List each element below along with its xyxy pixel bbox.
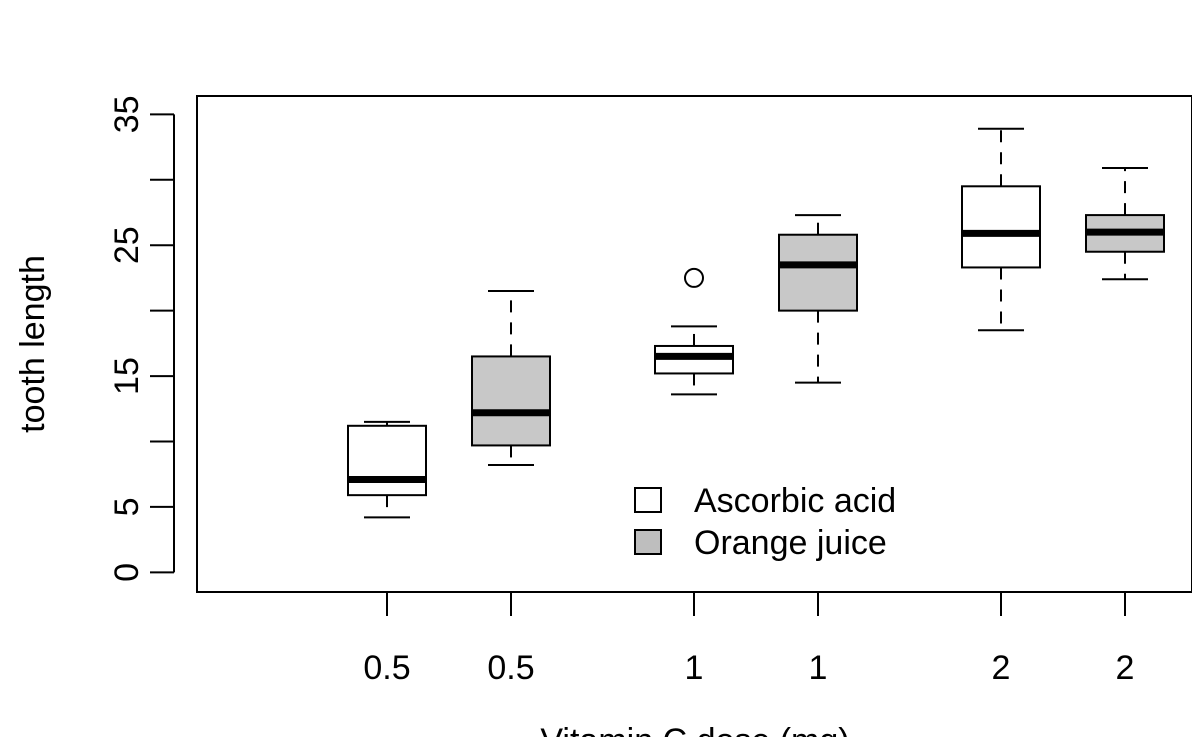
y-tick-label: 5 xyxy=(108,497,146,516)
x-tick-label: 2 xyxy=(992,649,1011,687)
x-tick-label: 0.5 xyxy=(487,649,534,687)
iqr-box xyxy=(961,185,1041,269)
outlier-point xyxy=(684,267,704,288)
y-tick-label: 15 xyxy=(108,357,146,395)
y-tick-label: 0 xyxy=(108,563,146,582)
x-tick-label: 1 xyxy=(685,649,704,687)
box-ascorbic-acid-0.5 xyxy=(347,420,427,519)
box-ascorbic-acid-1 xyxy=(654,267,734,396)
box-orange-juice-2 xyxy=(1085,166,1165,281)
legend: Ascorbic acid Orange juice xyxy=(634,482,896,562)
legend-swatch xyxy=(634,487,662,513)
x-axis: 0.5 0.5 1 1 2 2 xyxy=(363,592,1134,687)
y-tick-label: 35 xyxy=(108,95,146,133)
iqr-box xyxy=(778,233,858,312)
x-tick-label: 1 xyxy=(809,649,828,687)
y-axis: 0 5 15 25 35 xyxy=(108,95,175,582)
x-axis-label: Vitamin C dose (mg) xyxy=(540,722,849,737)
legend-label: Ascorbic acid xyxy=(694,482,896,520)
y-tick-label: 25 xyxy=(108,226,146,264)
legend-label: Orange juice xyxy=(694,524,887,562)
box-group xyxy=(347,127,1165,519)
x-tick-label: 0.5 xyxy=(363,649,410,687)
iqr-box xyxy=(471,355,551,447)
x-tick-label: 2 xyxy=(1116,649,1135,687)
y-axis-label: tooth length xyxy=(14,255,52,433)
box-orange-juice-0.5 xyxy=(471,289,551,467)
legend-swatch xyxy=(634,529,662,555)
box-orange-juice-1 xyxy=(778,214,858,384)
box-ascorbic-acid-2 xyxy=(961,127,1041,332)
iqr-box xyxy=(347,424,427,497)
